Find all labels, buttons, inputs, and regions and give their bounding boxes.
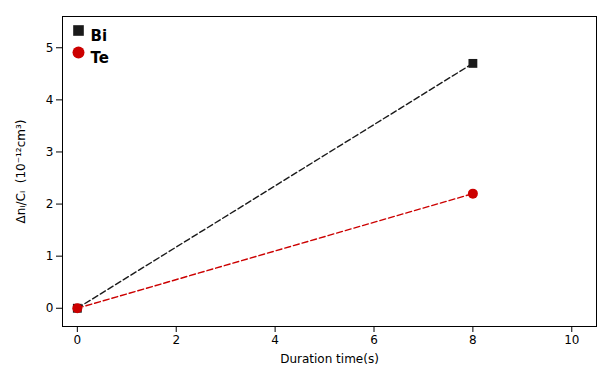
svg-text:Te: Te xyxy=(91,49,109,67)
svg-text:0: 0 xyxy=(74,333,82,347)
svg-text:10: 10 xyxy=(564,333,579,347)
svg-text:4: 4 xyxy=(46,93,54,107)
svg-text:Δnᵢ/Cᵢ (10⁻¹²cm³): Δnᵢ/Cᵢ (10⁻¹²cm³) xyxy=(14,120,28,224)
svg-text:5: 5 xyxy=(46,41,54,55)
svg-text:2: 2 xyxy=(172,333,180,347)
svg-text:2: 2 xyxy=(46,197,54,211)
svg-text:1: 1 xyxy=(46,249,54,263)
svg-text:3: 3 xyxy=(46,145,54,159)
svg-text:Duration time(s): Duration time(s) xyxy=(280,352,379,366)
svg-text:4: 4 xyxy=(271,333,279,347)
svg-text:Bi: Bi xyxy=(91,27,108,45)
svg-text:6: 6 xyxy=(370,333,378,347)
svg-text:0: 0 xyxy=(46,301,54,315)
svg-text:8: 8 xyxy=(469,333,477,347)
